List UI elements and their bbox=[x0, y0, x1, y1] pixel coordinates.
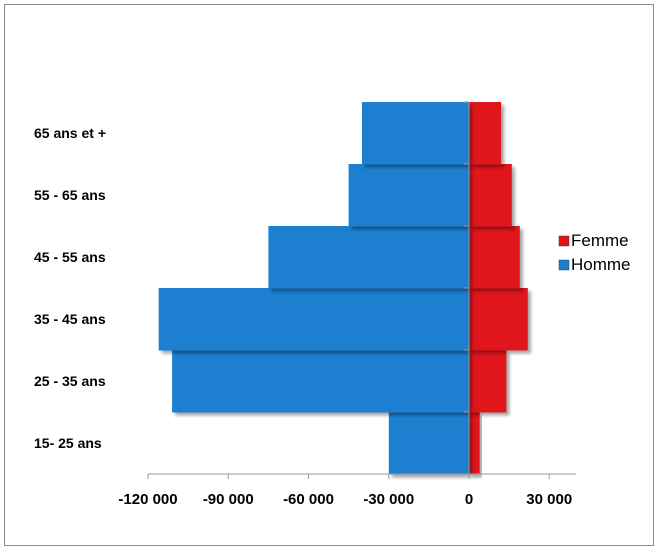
legend: Femme Homme bbox=[558, 231, 631, 274]
category-label-0: 15- 25 ans bbox=[34, 435, 102, 451]
bar-femme-1 bbox=[469, 350, 507, 413]
legend-label-femme: Femme bbox=[571, 231, 629, 250]
bar-homme-0 bbox=[388, 412, 470, 475]
bar-femme-3 bbox=[469, 226, 520, 289]
x-tick-label-0: -120 000 bbox=[118, 491, 177, 508]
x-tick-label-4: 0 bbox=[465, 491, 473, 508]
category-label-1: 25 - 35 ans bbox=[34, 373, 106, 389]
x-axis: -120 000 -90 000 -60 000 -30 000 0 30 000 bbox=[118, 101, 576, 508]
x-tick-label-2: -60 000 bbox=[283, 491, 334, 508]
legend-swatch-homme bbox=[558, 259, 570, 271]
bar-homme-3 bbox=[268, 226, 469, 289]
category-label-2: 35 - 45 ans bbox=[34, 311, 106, 327]
bars-layer bbox=[158, 102, 528, 475]
legend-label-homme: Homme bbox=[571, 255, 631, 274]
bar-femme-0 bbox=[469, 412, 480, 475]
bar-femme-5 bbox=[469, 102, 502, 165]
bar-femme-2 bbox=[469, 288, 528, 351]
bar-homme-1 bbox=[172, 350, 469, 413]
category-label-4: 55 - 65 ans bbox=[34, 187, 106, 203]
category-label-5: 65 ans et + bbox=[34, 125, 106, 141]
bar-homme-5 bbox=[362, 102, 469, 165]
bar-homme-4 bbox=[348, 164, 469, 227]
bar-femme-4 bbox=[469, 164, 512, 227]
x-tick-label-5: 30 000 bbox=[526, 491, 572, 508]
bar-homme-2 bbox=[158, 288, 469, 351]
x-tick-label-1: -90 000 bbox=[203, 491, 254, 508]
legend-swatch-femme bbox=[558, 235, 570, 247]
category-label-3: 45 - 55 ans bbox=[34, 249, 106, 265]
category-labels: 15- 25 ans 25 - 35 ans 35 - 45 ans 45 - 55 … bbox=[34, 125, 106, 451]
x-tick-label-3: -30 000 bbox=[363, 491, 414, 508]
